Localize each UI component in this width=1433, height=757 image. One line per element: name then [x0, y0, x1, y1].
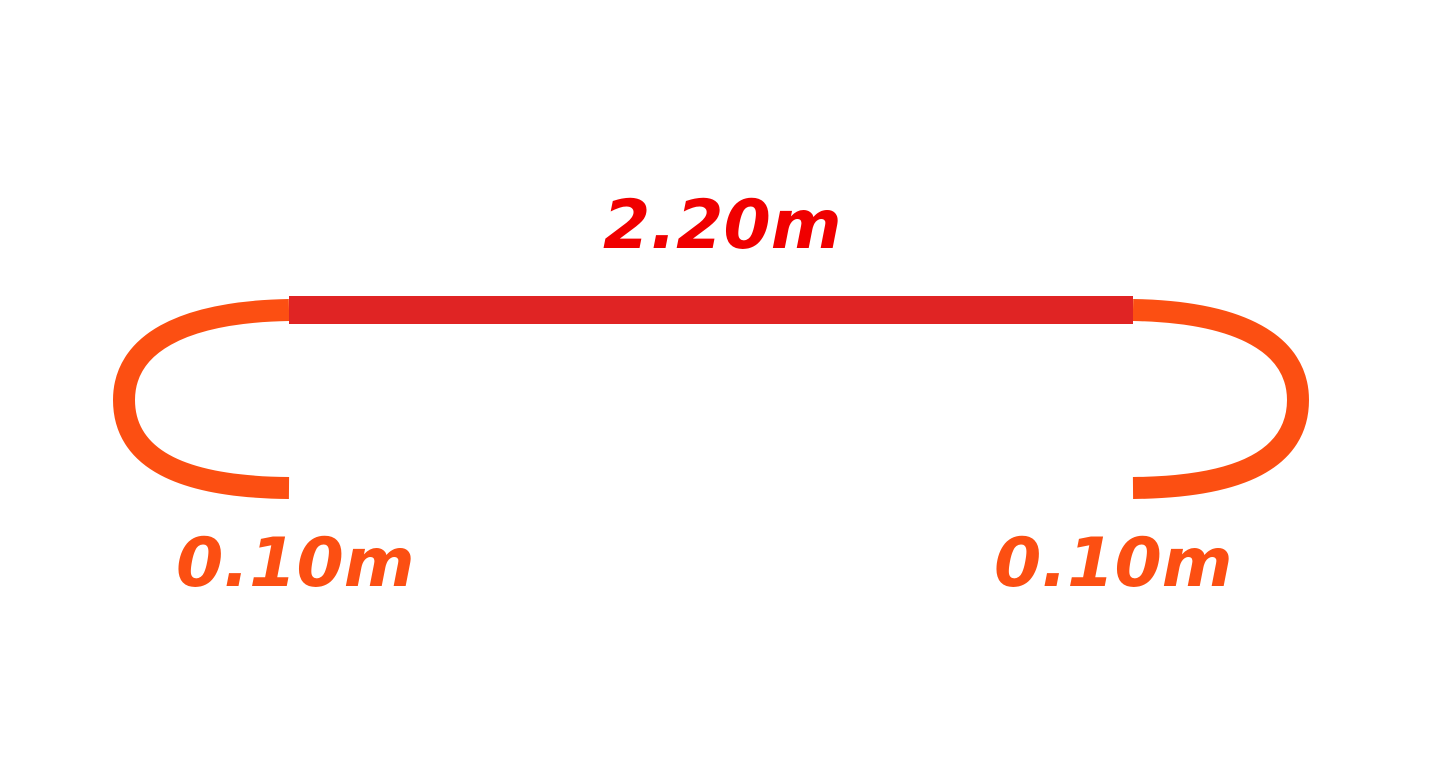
main-length-label: 2.20m	[603, 186, 842, 265]
left-hook-segment	[112, 299, 290, 499]
right-end-length-label: 0.10m	[994, 524, 1233, 603]
left-end-length-label: 0.10m	[176, 524, 415, 603]
right-hook-segment	[1132, 299, 1310, 499]
